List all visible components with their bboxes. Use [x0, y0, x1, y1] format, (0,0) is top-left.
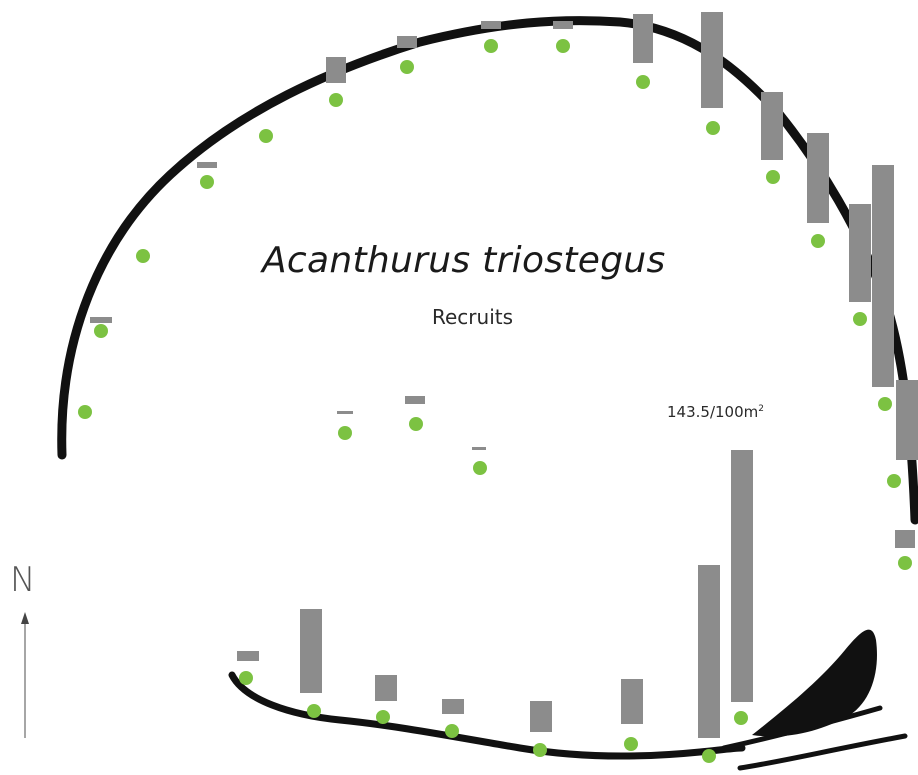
scale-reference-value: 143.5/100m — [667, 403, 759, 421]
scale-reference-unit-exponent: 2 — [758, 404, 764, 414]
density-bar — [397, 36, 417, 48]
scale-reference-label: 143.5/100m2 — [667, 403, 764, 421]
station-marker — [445, 724, 459, 738]
station-marker — [533, 743, 547, 757]
density-bar — [375, 675, 397, 701]
station-marker — [329, 93, 343, 107]
station-marker — [853, 312, 867, 326]
station-marker — [887, 474, 901, 488]
station-marker — [898, 556, 912, 570]
reef-islet — [752, 629, 877, 737]
station-marker — [706, 121, 720, 135]
density-bar — [442, 699, 464, 714]
station-marker — [94, 324, 108, 338]
density-bar — [849, 204, 871, 302]
reef-channel-edge-2 — [737, 733, 908, 771]
station-marker — [484, 39, 498, 53]
density-bar — [621, 679, 643, 724]
density-bar — [553, 21, 573, 29]
station-marker — [811, 234, 825, 248]
station-marker — [734, 711, 748, 725]
density-bar — [300, 609, 322, 693]
density-bar — [896, 380, 918, 460]
density-bar — [807, 133, 829, 223]
station-marker — [259, 129, 273, 143]
species-title: Acanthurus triostegus — [262, 240, 666, 281]
station-marker — [878, 397, 892, 411]
station-marker — [636, 75, 650, 89]
density-bar — [698, 565, 720, 738]
density-bar — [530, 701, 552, 732]
station-marker — [624, 737, 638, 751]
density-bar — [872, 165, 894, 387]
station-marker — [307, 704, 321, 718]
bars-layer — [90, 12, 918, 738]
density-bar — [337, 411, 353, 414]
station-marker — [78, 405, 92, 419]
station-marker — [556, 39, 570, 53]
north-arrow-head — [21, 612, 29, 624]
density-bar — [633, 14, 653, 63]
station-marker — [200, 175, 214, 189]
density-bar — [761, 92, 783, 160]
station-marker — [239, 671, 253, 685]
density-bar — [326, 57, 346, 83]
station-marker — [338, 426, 352, 440]
density-bar — [237, 651, 259, 661]
density-bar — [895, 530, 915, 548]
station-marker — [409, 417, 423, 431]
stations-layer — [78, 39, 912, 763]
station-marker — [136, 249, 150, 263]
station-marker — [702, 749, 716, 763]
station-marker — [473, 461, 487, 475]
station-marker — [766, 170, 780, 184]
density-bar — [197, 162, 217, 168]
density-bar — [701, 12, 723, 108]
density-bar — [472, 447, 486, 450]
station-marker — [376, 710, 390, 724]
density-bar — [481, 21, 501, 29]
species-subtitle: Recruits — [432, 305, 514, 329]
density-bar — [731, 450, 753, 702]
density-bar — [90, 317, 112, 323]
density-bar — [405, 396, 425, 404]
station-marker — [400, 60, 414, 74]
north-label: N — [10, 560, 36, 600]
reef-outline-south — [228, 671, 746, 760]
